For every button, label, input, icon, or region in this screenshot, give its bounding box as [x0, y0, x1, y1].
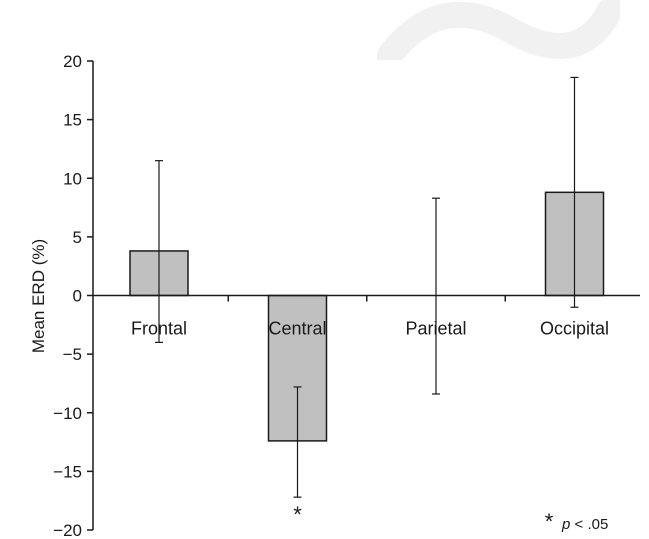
y-axis-label: Mean ERD (%)	[29, 239, 48, 353]
y-tick-label: 0	[73, 287, 82, 306]
category-label-occipital: Occipital	[540, 319, 609, 339]
significance-marker-central: *	[293, 502, 302, 527]
category-label-central: Central	[268, 319, 326, 339]
y-tick-label: −15	[53, 462, 82, 481]
watermark-mark	[360, 0, 623, 68]
y-tick-label: −20	[53, 521, 82, 539]
bars-layer	[129, 191, 605, 442]
y-tick-label: 5	[73, 228, 82, 247]
significance-note: * p < .05	[545, 509, 609, 534]
significance-note-text: p < .05	[561, 516, 608, 533]
significance-note-rest: < .05	[570, 516, 608, 533]
y-tick-label: −5	[63, 345, 82, 364]
axes-layer	[87, 60, 640, 531]
significance-note-star: *	[545, 509, 554, 534]
labels-layer: 20 15 10 5 0 −5 −10 −15 −20 Frontal Central * Pariet…	[53, 52, 609, 539]
significance-note-p: p	[561, 516, 570, 533]
category-label-parietal: Parietal	[405, 319, 466, 339]
y-tick-label: 10	[63, 169, 82, 188]
y-tick-label: 20	[63, 52, 82, 71]
y-tick-label: 15	[63, 111, 82, 130]
watermark-stroke	[377, 0, 623, 68]
error-bars-layer	[155, 76, 579, 498]
y-tick-label: −10	[53, 404, 82, 423]
category-label-frontal: Frontal	[131, 319, 187, 339]
